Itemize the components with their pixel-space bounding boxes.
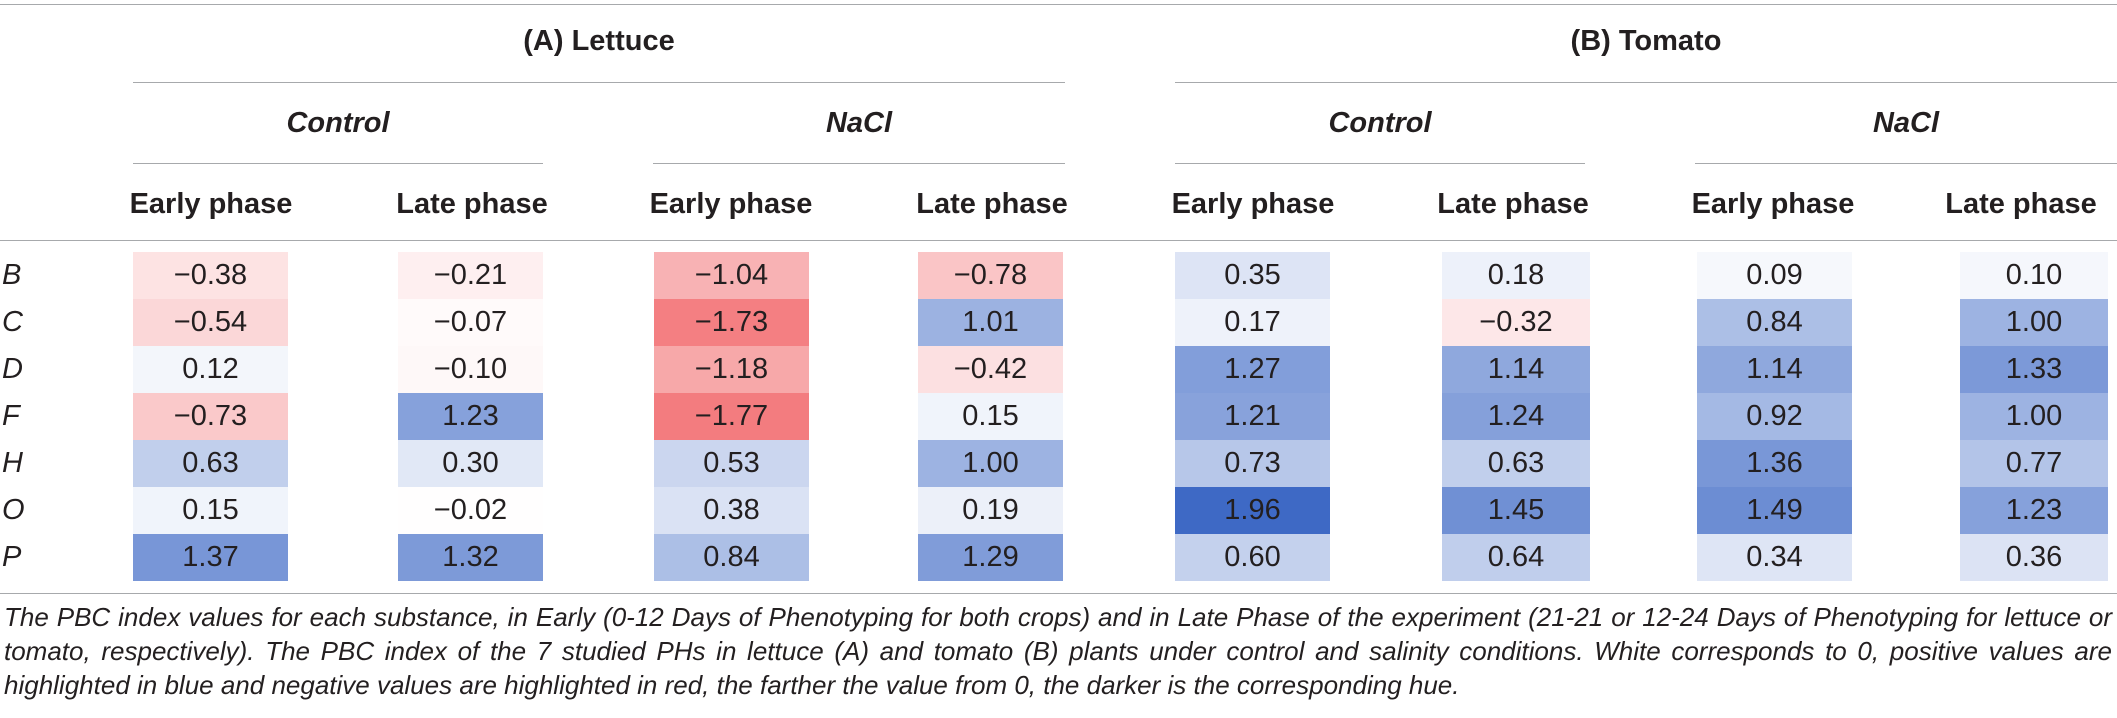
row-label: P xyxy=(2,541,22,573)
heatmap-cell: −0.42 xyxy=(918,346,1063,393)
heatmap-cell: 0.60 xyxy=(1175,534,1330,581)
heatmap-cell: 0.73 xyxy=(1175,440,1330,487)
heatmap-cell: −1.04 xyxy=(654,252,809,299)
heatmap-cell: 0.92 xyxy=(1697,393,1852,440)
heatmap-cell: 0.84 xyxy=(654,534,809,581)
heatmap-cell: 1.45 xyxy=(1442,487,1590,534)
row-label: D xyxy=(2,353,23,385)
heatmap-cell: −0.02 xyxy=(398,487,543,534)
heatmap-cell: 0.09 xyxy=(1697,252,1852,299)
phase-header: Early phase xyxy=(1691,188,1855,220)
heatmap-cell: −0.78 xyxy=(918,252,1063,299)
lettuce-group-rule xyxy=(133,82,1065,83)
heatmap-cell: 0.63 xyxy=(1442,440,1590,487)
heatmap-cell: 0.30 xyxy=(398,440,543,487)
heatmap-cell: 0.84 xyxy=(1697,299,1852,346)
heatmap-cell: 0.15 xyxy=(918,393,1063,440)
lettuce-control-rule xyxy=(133,163,543,164)
condition-header: NaCl xyxy=(825,107,893,139)
crop-header-lettuce: (A) Lettuce xyxy=(523,25,675,57)
phase-header: Late phase xyxy=(916,188,1068,220)
row-label: B xyxy=(2,259,22,291)
row-label: O xyxy=(2,494,25,526)
heatmap-cell: −1.73 xyxy=(654,299,809,346)
heatmap-cell: 1.29 xyxy=(918,534,1063,581)
heatmap-cell: 1.23 xyxy=(398,393,543,440)
heatmap-cell: −0.21 xyxy=(398,252,543,299)
heatmap-cell: 1.21 xyxy=(1175,393,1330,440)
heatmap-cell: 1.96 xyxy=(1175,487,1330,534)
tomato-nacl-rule xyxy=(1695,163,2117,164)
heatmap-cell: 0.10 xyxy=(1960,252,2108,299)
table-bottom-rule xyxy=(0,593,2117,594)
table-top-rule xyxy=(0,4,2117,5)
heatmap-cell: −0.07 xyxy=(398,299,543,346)
heatmap-cell: −1.77 xyxy=(654,393,809,440)
tomato-control-rule xyxy=(1175,163,1585,164)
heatmap-cell: 1.37 xyxy=(133,534,288,581)
heatmap-cell: 0.64 xyxy=(1442,534,1590,581)
heatmap-cell: 0.19 xyxy=(918,487,1063,534)
heatmap-cell: 0.36 xyxy=(1960,534,2108,581)
heatmap-cell: 1.00 xyxy=(1960,299,2108,346)
row-label: H xyxy=(2,447,23,479)
heatmap-cell: 1.01 xyxy=(918,299,1063,346)
heatmap-cell: −0.10 xyxy=(398,346,543,393)
heatmap-cell: 0.12 xyxy=(133,346,288,393)
heatmap-cell: 1.00 xyxy=(1960,393,2108,440)
phase-header: Late phase xyxy=(1437,188,1589,220)
phase-header: Early phase xyxy=(129,188,293,220)
tomato-group-rule xyxy=(1175,82,2117,83)
header-bottom-rule xyxy=(0,240,2117,241)
heatmap-cell: −0.54 xyxy=(133,299,288,346)
phase-header: Late phase xyxy=(1945,188,2097,220)
row-label: C xyxy=(2,306,23,338)
phase-header: Early phase xyxy=(649,188,813,220)
lettuce-nacl-rule xyxy=(653,163,1065,164)
heatmap-cell: 1.14 xyxy=(1442,346,1590,393)
heatmap-cell: 1.00 xyxy=(918,440,1063,487)
table-caption: The PBC index values for each substance,… xyxy=(4,602,2112,700)
heatmap-cell: 0.17 xyxy=(1175,299,1330,346)
heatmap-cell: 1.36 xyxy=(1697,440,1852,487)
crop-header-tomato: (B) Tomato xyxy=(1570,25,1722,57)
heatmap-cell: 1.33 xyxy=(1960,346,2108,393)
heatmap-cell: −0.38 xyxy=(133,252,288,299)
condition-header: Control xyxy=(1328,107,1432,139)
row-label: F xyxy=(2,400,20,432)
heatmap-cell: 0.15 xyxy=(133,487,288,534)
heatmap-cell: 0.38 xyxy=(654,487,809,534)
condition-header: NaCl xyxy=(1872,107,1940,139)
heatmap-cell: 0.34 xyxy=(1697,534,1852,581)
condition-header: Control xyxy=(286,107,390,139)
phase-header: Late phase xyxy=(396,188,548,220)
heatmap-cell: 0.77 xyxy=(1960,440,2108,487)
heatmap-cell: 0.18 xyxy=(1442,252,1590,299)
heatmap-cell: −1.18 xyxy=(654,346,809,393)
heatmap-cell: 0.35 xyxy=(1175,252,1330,299)
heatmap-cell: 0.53 xyxy=(654,440,809,487)
heatmap-cell: 1.23 xyxy=(1960,487,2108,534)
heatmap-cell: −0.73 xyxy=(133,393,288,440)
heatmap-cell: 0.63 xyxy=(133,440,288,487)
heatmap-cell: 1.27 xyxy=(1175,346,1330,393)
heatmap-cell: 1.32 xyxy=(398,534,543,581)
heatmap-cell: −0.32 xyxy=(1442,299,1590,346)
heatmap-cell: 1.24 xyxy=(1442,393,1590,440)
heatmap-cell: 1.49 xyxy=(1697,487,1852,534)
heatmap-cell: 1.14 xyxy=(1697,346,1852,393)
phase-header: Early phase xyxy=(1171,188,1335,220)
